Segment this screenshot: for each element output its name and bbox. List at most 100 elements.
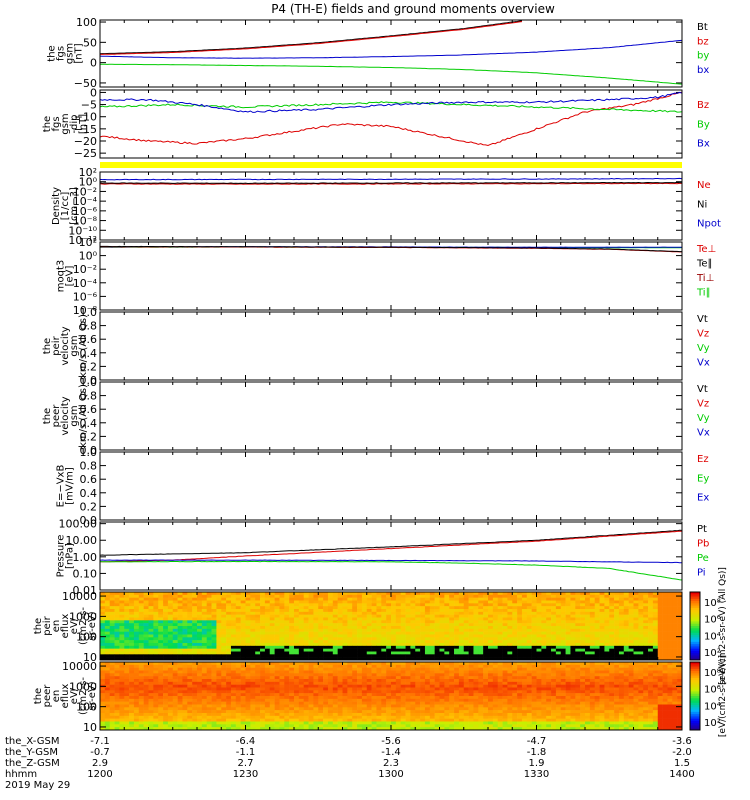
- heatmap-cell: [192, 651, 198, 655]
- heatmap-cell: [289, 654, 295, 658]
- heatmap-cell: [163, 676, 169, 680]
- heatmap-cell: [643, 623, 649, 627]
- heatmap-cell: [260, 594, 266, 598]
- heatmap-cell: [153, 594, 159, 598]
- heatmap-cell: [677, 643, 683, 647]
- heatmap-cell: [667, 681, 673, 685]
- heatmap-cell: [517, 676, 523, 680]
- heatmap-cell: [424, 623, 431, 627]
- heatmap-cell: [163, 617, 169, 621]
- legend-entry: Ex: [697, 493, 709, 504]
- heatmap-cell: [230, 603, 237, 607]
- heatmap-cell: [361, 623, 368, 627]
- heatmap-cell: [148, 600, 154, 604]
- heatmap-cell: [599, 687, 605, 691]
- heatmap-cell: [269, 648, 275, 652]
- heatmap-cell: [201, 645, 207, 649]
- heatmap-cell: [657, 684, 663, 688]
- heatmap-cell: [284, 651, 290, 655]
- heatmap-cell: [352, 640, 358, 644]
- heatmap-cell: [391, 681, 397, 685]
- heatmap-cell: [114, 594, 120, 598]
- heatmap-cell: [415, 670, 421, 674]
- heatmap-cell: [138, 637, 144, 641]
- heatmap-cell: [172, 684, 178, 688]
- heatmap-cell: [342, 673, 348, 677]
- heatmap-cell: [376, 670, 382, 674]
- heatmap-cell: [449, 623, 455, 627]
- heatmap-cell: [255, 679, 261, 683]
- y-tick-label: −15: [74, 123, 97, 136]
- heatmap-cell: [255, 617, 261, 621]
- heatmap-cell: [357, 614, 363, 618]
- heatmap-cell: [216, 623, 222, 627]
- heatmap-cell: [371, 648, 377, 652]
- heatmap-cell: [633, 673, 639, 677]
- heatmap-cell: [172, 609, 178, 613]
- heatmap-cell: [201, 609, 207, 613]
- heatmap-cell: [444, 679, 450, 683]
- heatmap-cell: [633, 609, 639, 613]
- heatmap-cell: [449, 690, 455, 694]
- heatmap-cell: [255, 637, 261, 641]
- heatmap-cell: [260, 648, 266, 652]
- heatmap-cell: [400, 600, 406, 604]
- heatmap-cell: [580, 654, 586, 658]
- y-axis-label: Pressure: [56, 535, 67, 578]
- heatmap-cell: [468, 626, 474, 630]
- heatmap-cell: [473, 648, 479, 652]
- heatmap-cell: [400, 603, 406, 607]
- heatmap-cell: [235, 614, 241, 618]
- heatmap-cell: [255, 611, 261, 615]
- heatmap-cell: [114, 648, 120, 652]
- heatmap-cell: [434, 611, 440, 615]
- heatmap-cell: [488, 606, 494, 610]
- heatmap-cell: [255, 648, 261, 652]
- heatmap-cell: [585, 651, 591, 655]
- heatmap-cell: [182, 662, 188, 666]
- heatmap-cell: [555, 597, 562, 601]
- heatmap-cell: [429, 679, 435, 683]
- heatmap-cell: [138, 623, 144, 627]
- heatmap-cell: [245, 620, 251, 624]
- y-tick-label: 10⁻²: [73, 263, 97, 276]
- heatmap-cell: [638, 592, 644, 596]
- heatmap-cell: [391, 673, 397, 677]
- heatmap-cell: [143, 679, 149, 683]
- heatmap-cell: [594, 620, 600, 624]
- heatmap-cell: [274, 684, 280, 688]
- heatmap-cell: [289, 594, 295, 598]
- heatmap-cell: [148, 640, 154, 644]
- heatmap-cell: [434, 626, 440, 630]
- heatmap-cell: [332, 673, 338, 677]
- heatmap-cell: [284, 628, 290, 632]
- heatmap-cell: [551, 640, 557, 644]
- heatmap-cell: [269, 679, 275, 683]
- heatmap-cell: [318, 657, 324, 661]
- heatmap-cell: [167, 657, 174, 661]
- heatmap-cell: [429, 670, 435, 674]
- heatmap-cell: [555, 631, 562, 635]
- heatmap-cell: [342, 693, 348, 697]
- heatmap-cell: [585, 657, 591, 661]
- heatmap-cell: [260, 645, 266, 649]
- heatmap-cell: [458, 654, 465, 658]
- y-axis-label: [nT]: [74, 43, 85, 63]
- heatmap-cell: [565, 657, 571, 661]
- heatmap-cell: [391, 617, 397, 621]
- heatmap-cell: [575, 676, 581, 680]
- heatmap-cell: [226, 670, 232, 674]
- heatmap-cell: [444, 620, 450, 624]
- heatmap-cell: [526, 670, 532, 674]
- heatmap-cell: [303, 657, 309, 661]
- heatmap-cell: [279, 637, 285, 641]
- heatmap-cell: [478, 606, 484, 610]
- heatmap-cell: [672, 592, 678, 596]
- heatmap-cell: [138, 679, 144, 683]
- y-axis-label: [mV/m]: [65, 467, 76, 505]
- heatmap-cell: [366, 611, 372, 615]
- heatmap-cell: [473, 611, 479, 615]
- heatmap-cell: [226, 626, 232, 630]
- heatmap-cell: [386, 690, 392, 694]
- heatmap-cell: [458, 592, 465, 596]
